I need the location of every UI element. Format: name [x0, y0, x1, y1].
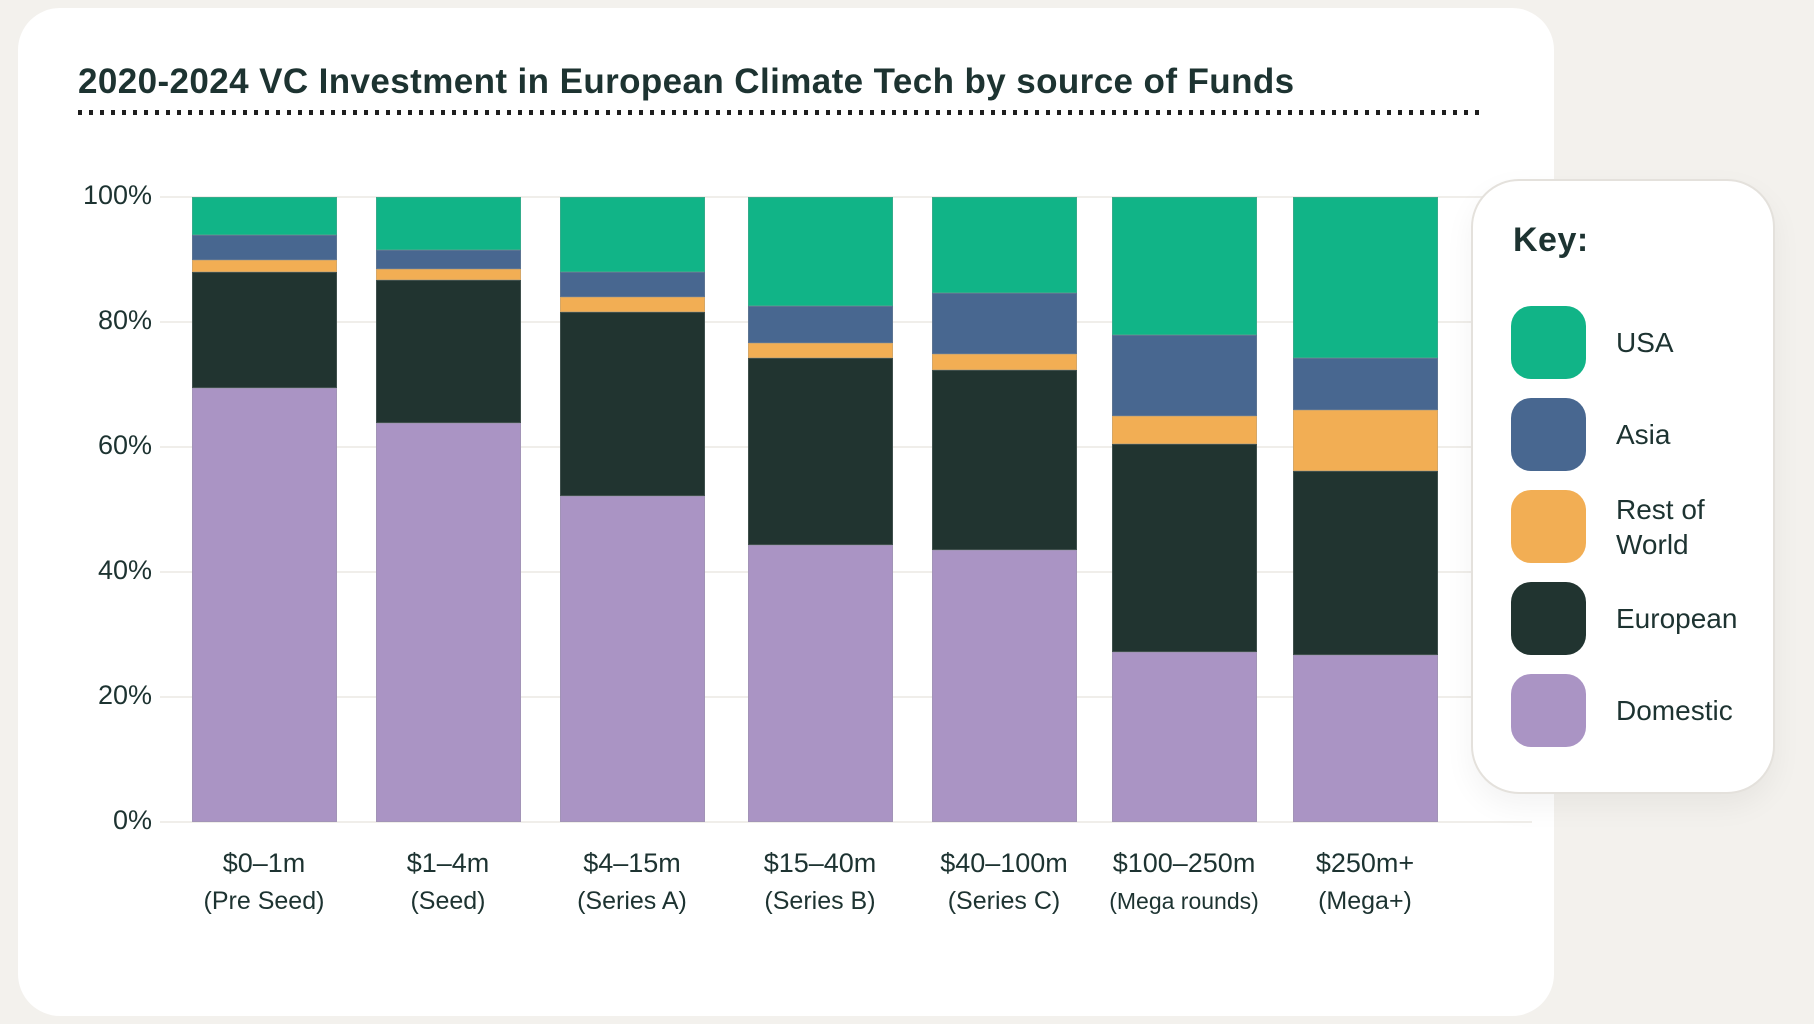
bar-segment [375, 250, 521, 269]
bar-segment [931, 353, 1077, 371]
bar-segment [747, 197, 893, 306]
legend-label: European [1616, 603, 1738, 634]
legend-item: Rest of World [1511, 490, 1741, 563]
legend-label: USA [1616, 327, 1674, 358]
x-axis-label-range: $250m+ [1315, 848, 1415, 878]
bar-segment [559, 312, 705, 496]
y-axis-label: 20% [97, 680, 152, 710]
x-axis-label: $40–100m (Series C) [899, 844, 1109, 920]
y-axis-label: 100% [82, 180, 152, 210]
bar-column [1111, 197, 1257, 822]
bar-column [931, 197, 1077, 822]
bar-segment [375, 423, 521, 822]
x-axis-label: $250m+ (Mega+) [1260, 844, 1470, 920]
y-axis-label: 40% [97, 555, 152, 585]
x-axis-label: $15–40m (Series B) [715, 844, 925, 920]
x-axis-label: $1–4m (Seed) [343, 844, 553, 920]
dotted-divider [78, 110, 1480, 115]
bar-segment [1111, 415, 1257, 444]
bar-segment [1292, 655, 1438, 822]
legend-swatch-domestic [1511, 674, 1586, 747]
gridline [160, 821, 1532, 823]
bar-segment [191, 234, 337, 260]
bar-segment [1111, 334, 1257, 416]
bar-segment [191, 272, 337, 388]
x-axis-label-range: $15–40m [763, 848, 877, 878]
bar-segment [931, 197, 1077, 293]
legend-label: Rest of World [1616, 493, 1705, 560]
page-title: 2020-2024 VC Investment in European Clim… [78, 62, 1295, 101]
bar-column [747, 197, 893, 822]
x-axis-label-stage: (Series B) [764, 887, 876, 915]
legend-swatch-asia [1511, 398, 1586, 471]
bar-segment [931, 550, 1077, 822]
x-axis-label-stage: (Series C) [947, 887, 1061, 915]
x-axis-label-stage: (Seed) [410, 887, 486, 915]
x-axis-label-stage: (Mega rounds) [1109, 888, 1259, 914]
bar-segment [375, 279, 521, 424]
bar-segment [375, 268, 521, 280]
bar-column [191, 197, 337, 822]
bar-column [559, 197, 705, 822]
y-axis-label: 60% [97, 430, 152, 460]
legend-label: Asia [1616, 419, 1671, 450]
bar-segment [747, 343, 893, 359]
y-axis-label: 80% [97, 305, 152, 335]
x-axis-label-range: $4–15m [583, 848, 681, 878]
x-axis-label-range: $100–250m [1112, 848, 1256, 878]
bar-segment [931, 292, 1077, 354]
x-axis-label: $4–15m (Series A) [527, 844, 737, 920]
bar-segment [191, 259, 337, 272]
legend-swatch-european [1511, 582, 1586, 655]
legend-label: Domestic [1616, 695, 1733, 726]
bar-segment [747, 305, 893, 344]
x-axis-label-range: $1–4m [406, 848, 490, 878]
legend-swatch-usa [1511, 306, 1586, 379]
legend-title: Key: [1513, 221, 1589, 259]
x-axis-label-stage: (Series A) [577, 887, 687, 915]
bar-segment [375, 197, 521, 251]
bar-segment [559, 272, 705, 297]
bar-segment [1292, 358, 1438, 411]
bar-segment [559, 197, 705, 272]
x-axis-label: $0–1m (Pre Seed) [159, 844, 369, 920]
legend-item: Domestic [1511, 674, 1741, 747]
bar-segment [1292, 471, 1438, 656]
bar-segment [1111, 443, 1257, 652]
x-axis-label: $100–250m (Mega rounds) [1079, 844, 1289, 920]
bar-column [375, 197, 521, 822]
legend-item: European [1511, 582, 1741, 655]
bar-segment [191, 197, 337, 235]
y-axis-label: 0% [112, 805, 152, 835]
bar-segment [191, 387, 337, 822]
legend-card: Key: USA Asia Rest of World European Domesti… [1471, 179, 1775, 794]
legend-item: Asia [1511, 398, 1741, 471]
bar-segment [931, 370, 1077, 551]
bar-segment [1292, 410, 1438, 472]
bar-segment [747, 545, 893, 822]
bar-segment [1111, 197, 1257, 335]
bar-segment [559, 495, 705, 822]
legend-swatch-rest-of-world [1511, 490, 1586, 563]
legend-item: USA [1511, 306, 1741, 379]
x-axis-label-range: $40–100m [940, 848, 1068, 878]
bar-segment [1111, 652, 1257, 822]
bar-segment [559, 297, 705, 312]
bar-segment [1292, 197, 1438, 359]
bar-column [1292, 197, 1438, 822]
x-axis-label-stage: (Pre Seed) [203, 887, 325, 915]
x-axis-label-range: $0–1m [222, 848, 306, 878]
bar-segment [747, 358, 893, 546]
x-axis-label-stage: (Mega+) [1318, 887, 1412, 915]
